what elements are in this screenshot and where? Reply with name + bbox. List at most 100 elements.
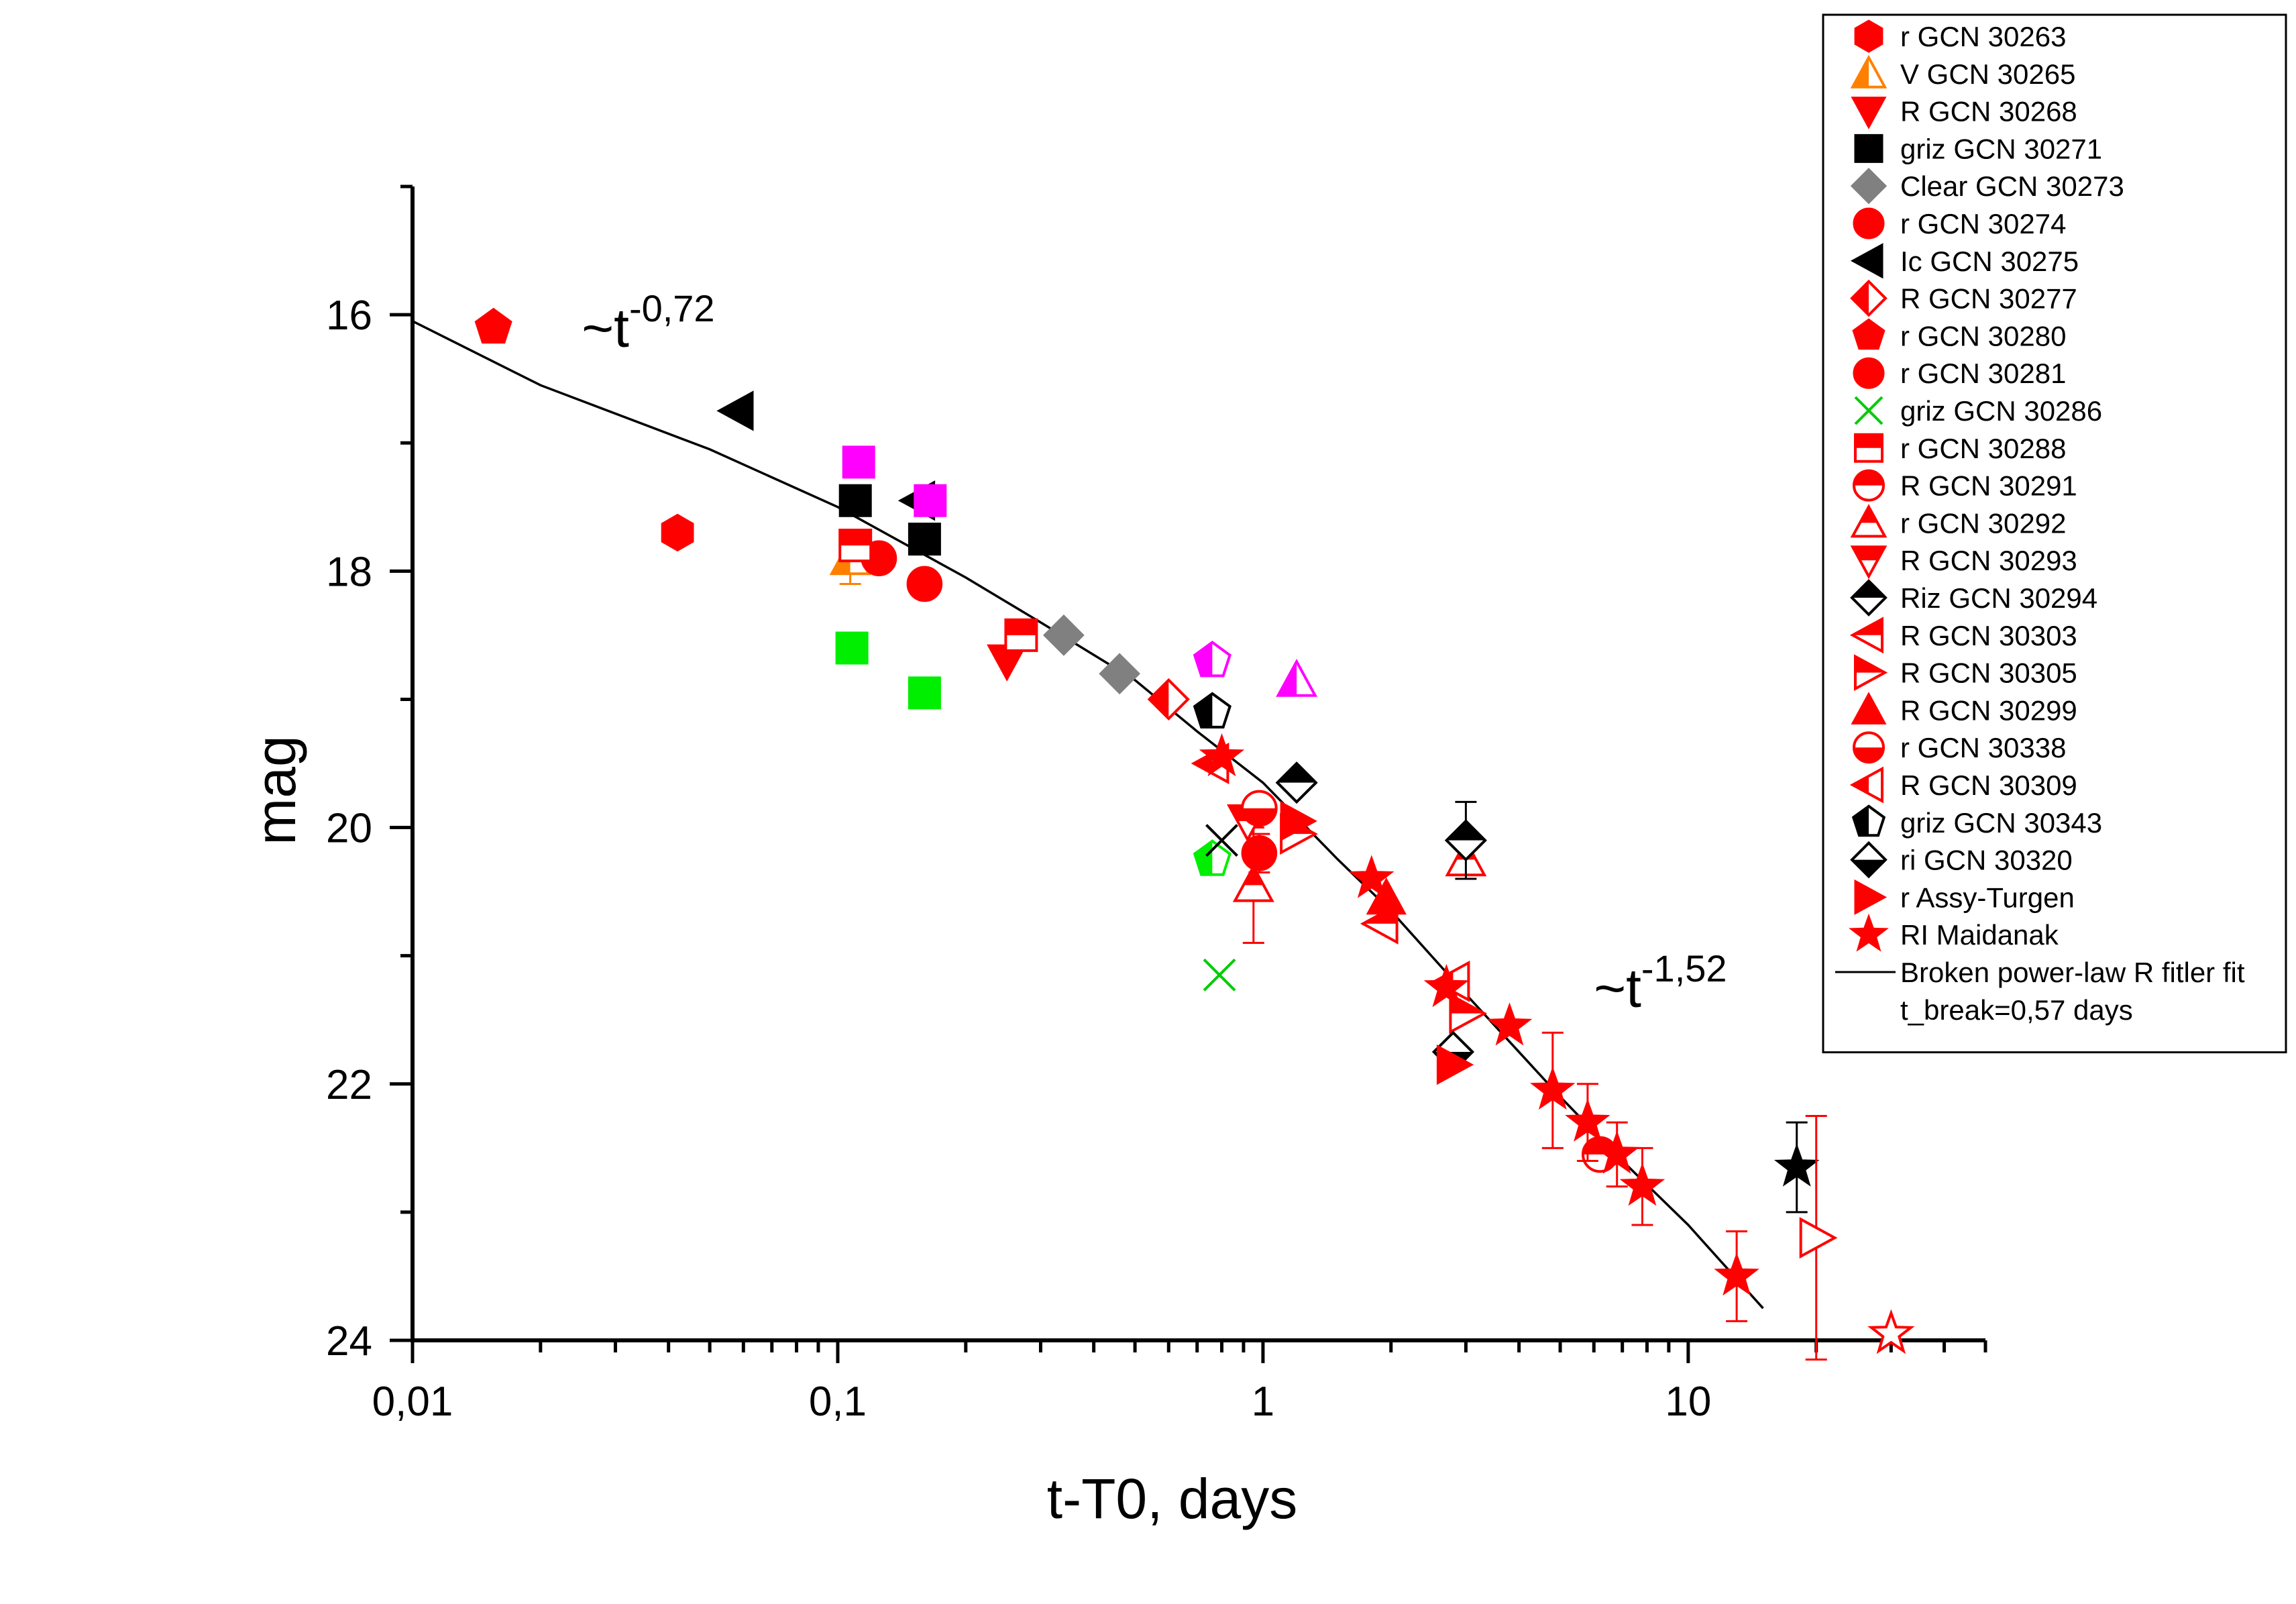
legend-label: V GCN 30265 bbox=[1900, 58, 2075, 90]
legend-marker bbox=[1850, 168, 1888, 205]
data-point bbox=[1004, 618, 1038, 652]
marker-shape bbox=[906, 566, 943, 602]
data-point bbox=[1530, 1066, 1576, 1110]
data-point bbox=[1436, 1044, 1474, 1085]
marker-shape bbox=[1530, 1066, 1576, 1110]
marker-shape bbox=[1042, 614, 1085, 656]
marker-shape bbox=[842, 445, 875, 479]
marker-fill bbox=[1276, 761, 1317, 783]
marker-x-stroke bbox=[1854, 396, 1883, 425]
legend-label: ri GCN 30320 bbox=[1900, 845, 2073, 876]
marker-fill bbox=[1449, 993, 1487, 1014]
marker-shape bbox=[838, 484, 872, 517]
data-point bbox=[1619, 1163, 1665, 1206]
marker-shape bbox=[908, 676, 941, 710]
data-point bbox=[1565, 1098, 1610, 1142]
data-point bbox=[908, 523, 941, 556]
marker-fill bbox=[1850, 579, 1888, 598]
points-layer bbox=[474, 307, 1915, 1361]
marker-shape bbox=[1854, 19, 1883, 53]
marker-shape bbox=[1851, 97, 1887, 129]
marker-fill bbox=[1859, 504, 1879, 523]
marker-fill bbox=[1853, 470, 1885, 486]
legend-marker bbox=[1850, 579, 1888, 617]
axes: 0,01 0,1 1 10 16 18 20 22 24 t-T0, days mag bbox=[244, 184, 1987, 1530]
legend-label: R GCN 30303 bbox=[1900, 620, 2077, 651]
legend-marker bbox=[1849, 766, 1883, 804]
marker-shape bbox=[1199, 733, 1245, 777]
marker-shape bbox=[1280, 800, 1317, 842]
data-point bbox=[1773, 1143, 1820, 1187]
marker-shape bbox=[1348, 855, 1395, 898]
x-tick-label: 0,01 bbox=[372, 1379, 453, 1425]
legend-marker bbox=[1854, 19, 1883, 53]
annotation-base: ~t bbox=[1594, 958, 1641, 1019]
marker-fill bbox=[1850, 859, 1888, 878]
legend-marker bbox=[1849, 617, 1883, 654]
data-point bbox=[661, 513, 694, 552]
legend-label: griz GCN 30343 bbox=[1900, 807, 2102, 839]
legend-label: r Assy-Turgen bbox=[1900, 881, 2075, 913]
marker-shape bbox=[1854, 133, 1883, 163]
marker-shape bbox=[1423, 963, 1470, 1008]
y-tick-label: 24 bbox=[326, 1318, 372, 1365]
marker-shape bbox=[1854, 879, 1888, 915]
marker-shape bbox=[1849, 913, 1889, 952]
data-point bbox=[1714, 1252, 1759, 1296]
data-point bbox=[716, 390, 754, 431]
legend-marker bbox=[1853, 207, 1885, 239]
data-point bbox=[1203, 958, 1236, 992]
legend-marker bbox=[1853, 469, 1885, 502]
data-point bbox=[1193, 839, 1232, 876]
marker-fill bbox=[1445, 819, 1487, 841]
marker-shape bbox=[1436, 1044, 1474, 1085]
marker-shape bbox=[908, 523, 941, 556]
legend-marker bbox=[1850, 545, 1888, 580]
y-tick-label: 18 bbox=[326, 549, 372, 595]
marker-fill bbox=[1851, 55, 1869, 89]
marker-shape bbox=[1850, 243, 1883, 279]
x-tick-label: 1 bbox=[1252, 1379, 1274, 1425]
y-tick-label: 20 bbox=[326, 806, 372, 852]
data-point bbox=[1099, 653, 1141, 695]
marker-shape bbox=[1799, 1217, 1838, 1259]
marker-shape bbox=[1366, 877, 1407, 915]
data-point bbox=[474, 307, 512, 344]
legend-label: R GCN 30299 bbox=[1900, 694, 2077, 726]
marker-shape bbox=[1851, 692, 1887, 725]
y-axis-title: mag bbox=[244, 735, 307, 845]
legend-fit-note: t_break=0,57 days bbox=[1900, 994, 2133, 1026]
marker-fill bbox=[1193, 641, 1213, 677]
data-point bbox=[1205, 824, 1238, 857]
marker-fill bbox=[1242, 864, 1265, 886]
marker-fill bbox=[1276, 659, 1297, 697]
legend-label: R GCN 30277 bbox=[1900, 283, 2077, 315]
data-point bbox=[1042, 614, 1085, 656]
x-tick-label: 0,1 bbox=[809, 1379, 867, 1425]
fit-layer bbox=[412, 320, 1764, 1309]
data-point bbox=[1241, 835, 1278, 871]
power-law-annotation: ~t-1,52 bbox=[1594, 947, 1727, 1019]
marker-shape bbox=[1099, 653, 1141, 695]
data-point bbox=[1423, 963, 1470, 1008]
marker-x-stroke bbox=[1203, 958, 1236, 992]
legend-marker bbox=[1851, 692, 1887, 725]
data-point bbox=[1232, 863, 1274, 902]
legend-marker bbox=[1854, 879, 1888, 915]
annotation-exponent: -1,52 bbox=[1641, 947, 1727, 990]
legend-label: Riz GCN 30294 bbox=[1900, 582, 2097, 614]
data-point bbox=[1276, 659, 1318, 697]
legend-marker bbox=[1854, 654, 1888, 691]
marker-shape bbox=[1867, 1309, 1915, 1354]
legend-marker bbox=[1850, 504, 1888, 538]
annotations: ~t-0,72~t-1,52 bbox=[582, 287, 1727, 1019]
legend-label: R GCN 30309 bbox=[1900, 769, 2077, 801]
legend: r GCN 30263 V GCN 30265 R GCN 30268 griz GC… bbox=[1822, 13, 2287, 1054]
marker-shape bbox=[1852, 318, 1885, 350]
data-point bbox=[842, 445, 875, 479]
legend-label: r GCN 30263 bbox=[1900, 21, 2066, 52]
data-point bbox=[1444, 819, 1487, 862]
marker-shape bbox=[474, 307, 512, 344]
marker-shape bbox=[1853, 357, 1885, 389]
